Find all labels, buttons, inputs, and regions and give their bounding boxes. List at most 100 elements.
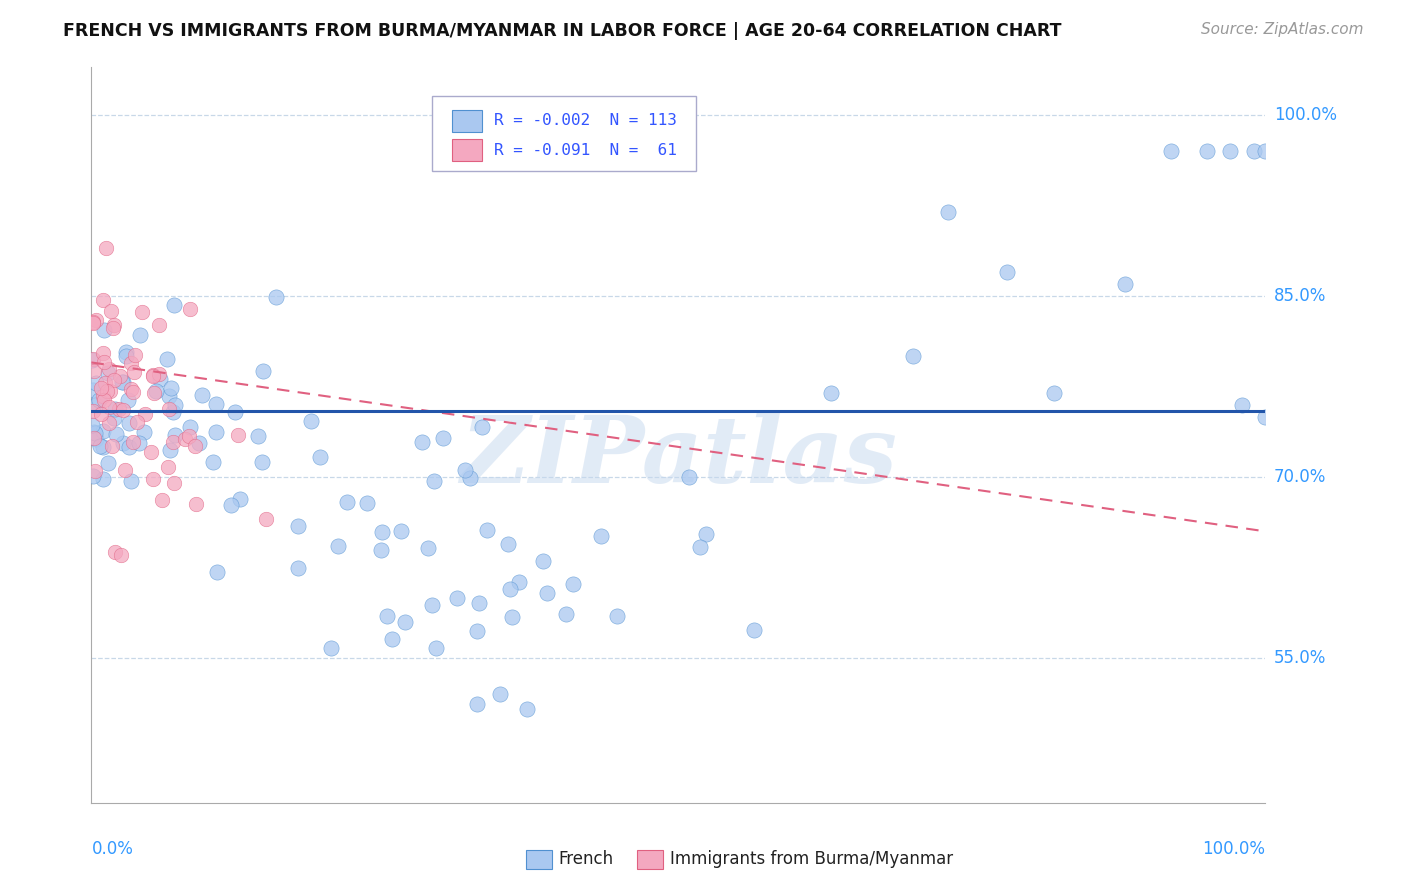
Point <box>124 348 146 362</box>
Point <box>93 323 115 337</box>
Point <box>995 265 1018 279</box>
Point <box>148 367 170 381</box>
Point <box>1114 277 1136 291</box>
Point <box>162 434 184 449</box>
Point <box>901 350 924 364</box>
Point <box>87 393 110 408</box>
Point <box>91 472 114 486</box>
Point <box>84 398 107 412</box>
Point <box>111 375 134 389</box>
Point <box>98 416 121 430</box>
Point <box>115 344 138 359</box>
Point <box>91 425 114 439</box>
Point <box>356 496 378 510</box>
Point <box>165 427 187 442</box>
Point <box>149 372 172 386</box>
Point <box>96 241 118 255</box>
Text: 85.0%: 85.0% <box>1274 287 1326 305</box>
Point <box>90 380 112 394</box>
Point <box>142 368 165 382</box>
Point <box>326 539 349 553</box>
Bar <box>451 110 482 132</box>
Point <box>252 364 274 378</box>
Point <box>134 407 156 421</box>
Point <box>531 554 554 568</box>
Point <box>163 298 186 312</box>
Point <box>148 318 170 332</box>
Bar <box>526 850 551 869</box>
Point <box>91 440 114 454</box>
Point <box>820 385 842 400</box>
Text: 100.0%: 100.0% <box>1202 839 1265 857</box>
Point <box>141 444 163 458</box>
Point <box>1160 145 1182 159</box>
Point <box>128 436 150 450</box>
Point <box>83 425 105 440</box>
Bar <box>637 850 664 869</box>
Text: French: French <box>558 850 614 869</box>
Point <box>465 697 488 711</box>
Point <box>111 402 134 417</box>
Point <box>115 349 138 363</box>
Point <box>103 373 125 387</box>
Point <box>84 432 107 446</box>
Point <box>204 425 226 439</box>
Point <box>162 405 184 419</box>
Point <box>496 537 519 551</box>
Point <box>394 615 416 630</box>
Point <box>157 401 180 416</box>
Point <box>118 416 141 430</box>
Point <box>104 545 127 559</box>
Point <box>1043 385 1066 400</box>
Text: R = -0.091  N =  61: R = -0.091 N = 61 <box>494 143 676 158</box>
Point <box>150 492 173 507</box>
Point <box>389 524 412 539</box>
Point <box>93 345 115 359</box>
Point <box>555 607 578 622</box>
Point <box>84 376 107 390</box>
Point <box>695 527 717 541</box>
Point <box>204 397 226 411</box>
Point <box>82 351 104 366</box>
Point <box>100 304 122 318</box>
Point <box>1243 145 1265 159</box>
Point <box>142 369 165 384</box>
Point <box>98 384 121 398</box>
Point <box>179 419 201 434</box>
Point <box>93 355 115 369</box>
Point <box>501 610 523 624</box>
Text: 100.0%: 100.0% <box>1274 106 1337 124</box>
Point <box>122 365 145 379</box>
Point <box>1254 145 1277 159</box>
Text: Source: ZipAtlas.com: Source: ZipAtlas.com <box>1201 22 1364 37</box>
Point <box>536 586 558 600</box>
Point <box>127 415 149 429</box>
Point <box>205 565 228 579</box>
Point <box>84 313 107 327</box>
Point <box>229 491 252 506</box>
Point <box>423 474 446 488</box>
Point <box>157 460 180 475</box>
Point <box>120 475 142 489</box>
Point <box>122 384 145 399</box>
Point <box>201 455 224 469</box>
Point <box>156 352 179 367</box>
Point <box>299 414 322 428</box>
Point <box>103 318 125 333</box>
Point <box>107 402 129 417</box>
Point <box>179 302 201 317</box>
Point <box>499 582 522 596</box>
Point <box>287 519 309 533</box>
Point <box>89 439 111 453</box>
Point <box>111 375 134 389</box>
Point <box>174 432 197 446</box>
Point <box>142 472 165 486</box>
Point <box>179 429 201 443</box>
Point <box>120 382 142 396</box>
Point <box>82 469 104 483</box>
Point <box>82 383 104 397</box>
Point <box>224 405 246 419</box>
Point <box>319 640 342 655</box>
Text: R = -0.002  N = 113: R = -0.002 N = 113 <box>494 113 676 128</box>
Point <box>97 401 120 415</box>
